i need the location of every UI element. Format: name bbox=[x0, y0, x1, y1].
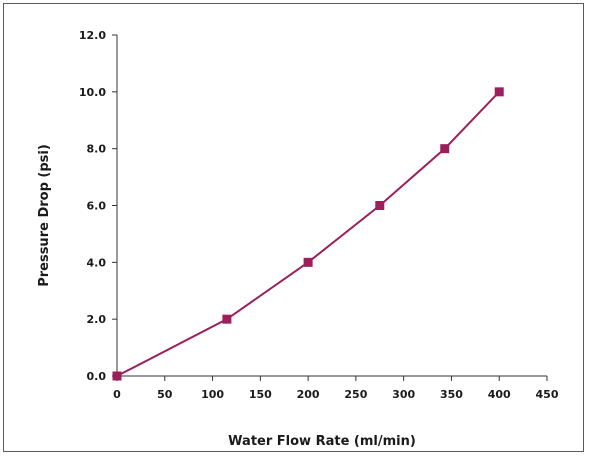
x-axis-title: Water Flow Rate (ml/min) bbox=[228, 434, 416, 449]
x-tick-label: 450 bbox=[536, 388, 559, 401]
x-tick-label: 200 bbox=[297, 388, 320, 401]
series-line bbox=[116, 91, 500, 377]
data-point bbox=[375, 201, 385, 210]
y-tick-label: 0.0 bbox=[87, 370, 107, 383]
x-tick-label: 100 bbox=[201, 388, 224, 401]
chart-frame bbox=[3, 3, 584, 452]
y-tick-label: 6.0 bbox=[87, 200, 107, 213]
data-point bbox=[112, 371, 122, 381]
axes bbox=[116, 35, 547, 377]
x-tick-label: 300 bbox=[392, 388, 415, 401]
data-point bbox=[222, 314, 232, 324]
x-tick-label: 400 bbox=[488, 388, 511, 401]
data-point bbox=[494, 87, 504, 97]
y-tick-label: 4.0 bbox=[87, 256, 107, 269]
x-ticks: 0 50 100 150 200 250 300 350 400 450 bbox=[113, 376, 559, 401]
x-tick-label: 250 bbox=[344, 388, 367, 401]
y-axis-title: Pressure Drop (psi) bbox=[37, 144, 52, 287]
data-point bbox=[440, 144, 450, 154]
y-tick-label: 2.0 bbox=[87, 313, 107, 326]
data-point bbox=[303, 257, 313, 267]
y-ticks: 0.0 2.0 4.0 6.0 8.0 10.0 12.0 bbox=[79, 29, 117, 383]
x-tick-label: 0 bbox=[113, 388, 121, 401]
series-layer bbox=[112, 87, 504, 381]
y-tick-label: 12.0 bbox=[79, 29, 106, 42]
x-tick-label: 350 bbox=[440, 388, 463, 401]
y-tick-label: 10.0 bbox=[79, 86, 106, 99]
x-tick-label: 50 bbox=[157, 388, 173, 401]
x-tick-label: 150 bbox=[249, 388, 272, 401]
y-tick-label: 8.0 bbox=[87, 143, 107, 156]
